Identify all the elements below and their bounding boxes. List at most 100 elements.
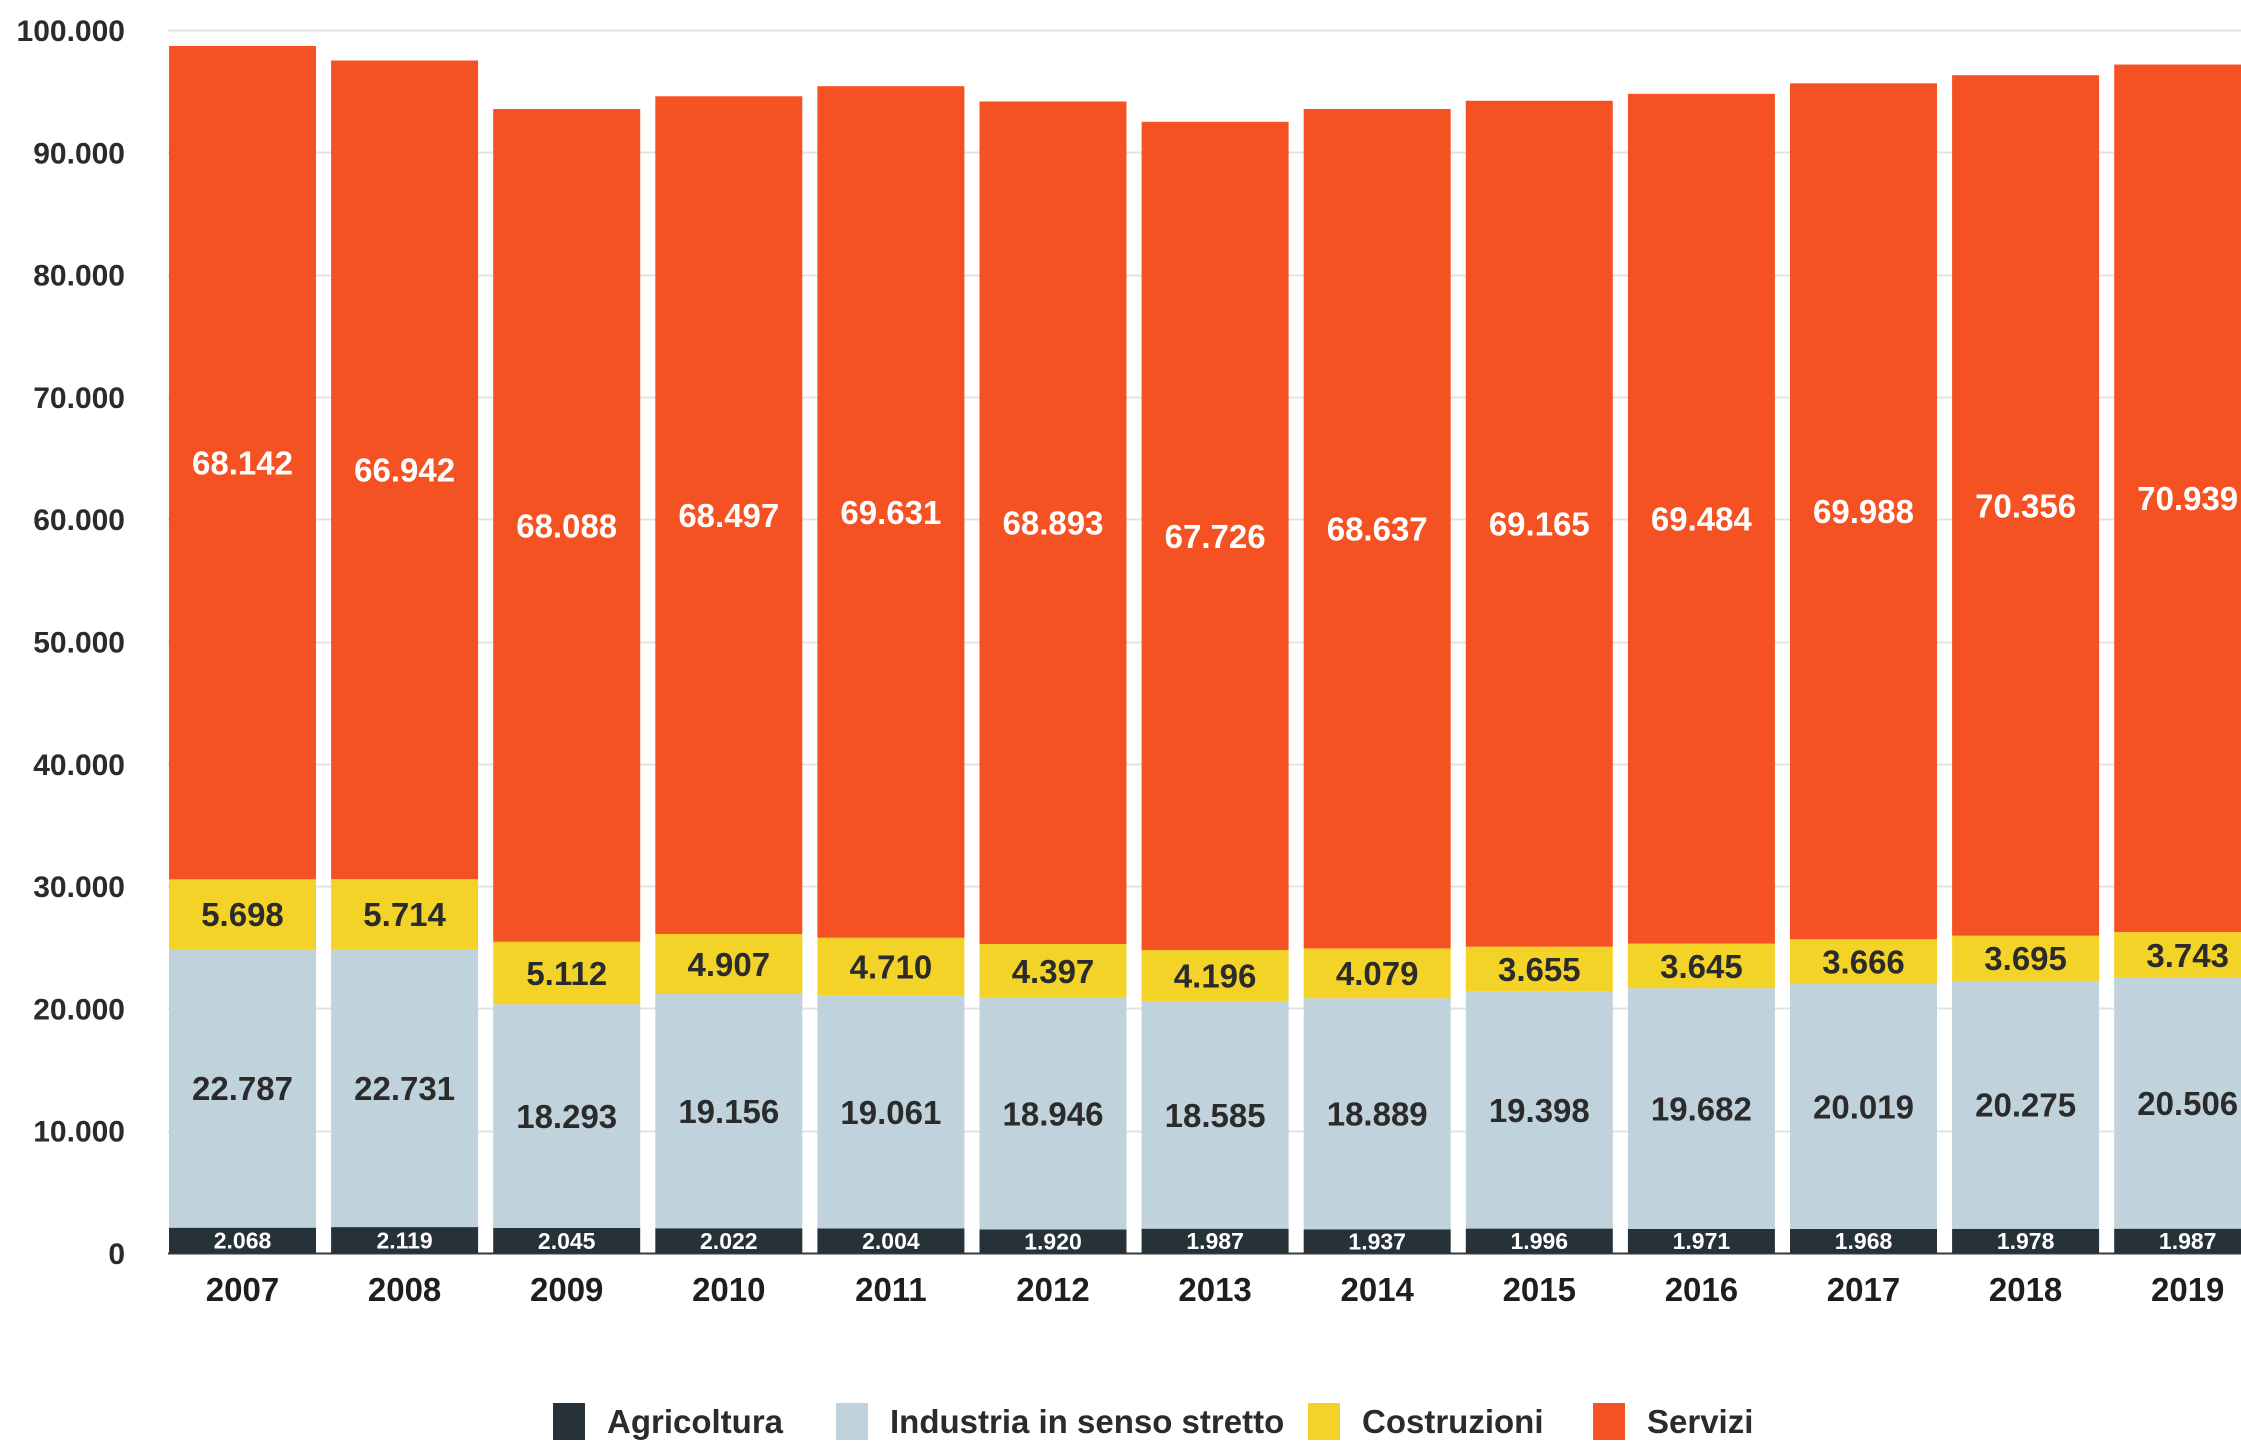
data-label: 1.996 xyxy=(1511,1228,1569,1254)
y-tick-label: 10.000 xyxy=(33,1116,125,1149)
bar-stack-2017: 1.968 20.019 3.666 69.988 xyxy=(1790,83,1937,1254)
data-label: 5.714 xyxy=(363,896,446,933)
data-label: 68.497 xyxy=(678,497,779,534)
data-label: 2.004 xyxy=(862,1228,920,1254)
data-label: 5.112 xyxy=(526,955,607,992)
data-label: 70.356 xyxy=(1975,487,2076,524)
data-label: 4.397 xyxy=(1012,953,1095,990)
x-tick-label: 2008 xyxy=(368,1271,441,1308)
data-label: 69.988 xyxy=(1813,493,1914,530)
bar-segment xyxy=(1465,991,1613,1229)
bar-stack-2012: 1.920 18.946 4.397 68.893 xyxy=(979,101,1127,1255)
y-tick-label: 20.000 xyxy=(33,993,125,1026)
bar-segment xyxy=(1141,1228,1289,1253)
y-tick-label: 70.000 xyxy=(33,382,125,415)
bar-segment xyxy=(655,1228,803,1253)
bar-segment xyxy=(655,933,803,994)
data-label: 4.710 xyxy=(850,948,933,985)
legend-item: Costruzioni xyxy=(1308,1403,1543,1440)
bar-segment xyxy=(1627,1228,1775,1253)
bar-segment xyxy=(493,109,641,942)
x-tick-label: 2019 xyxy=(2151,1271,2224,1308)
data-label: 1.971 xyxy=(1673,1228,1731,1254)
x-tick-label: 2009 xyxy=(530,1271,603,1308)
x-tick-label: 2015 xyxy=(1503,1271,1576,1308)
data-label: 22.787 xyxy=(192,1070,293,1107)
bar-segment xyxy=(169,1227,316,1253)
data-label: 1.987 xyxy=(2159,1228,2217,1254)
data-label: 66.942 xyxy=(354,452,455,489)
bar-segment xyxy=(1303,1229,1451,1253)
data-label: 19.682 xyxy=(1651,1090,1752,1127)
data-label: 5.698 xyxy=(201,896,284,933)
y-tick-label: 40.000 xyxy=(33,749,125,782)
legend-label: Agricoltura xyxy=(607,1402,784,1440)
bar-segment xyxy=(817,995,965,1229)
bar-segment xyxy=(169,45,316,880)
data-label: 1.978 xyxy=(1997,1228,2055,1254)
bar-segment xyxy=(1627,93,1775,944)
data-label: 3.645 xyxy=(1660,948,1743,985)
data-label: 68.142 xyxy=(192,445,293,482)
bar-segment xyxy=(1790,83,1937,940)
legend: Agricoltura Industria in senso stretto Cos… xyxy=(0,1403,2241,1440)
bar-stack-2010: 2.022 19.156 4.907 68.497 xyxy=(655,96,803,1254)
data-label: 1.987 xyxy=(1186,1228,1244,1254)
y-axis-tick-labels: 0 10.000 20.000 30.000 40.000 50.000 60.000 70.… xyxy=(17,15,125,1271)
y-tick-label: 60.000 xyxy=(33,504,125,537)
data-label: 1.920 xyxy=(1024,1229,1082,1255)
bar-segment xyxy=(2114,64,2241,933)
bar-segment xyxy=(1303,108,1451,949)
bar-stack-2008: 2.119 22.731 5.714 66.942 xyxy=(331,60,479,1253)
bar-stack-2014: 1.937 18.889 4.079 68.637 xyxy=(1303,108,1451,1254)
data-label: 4.196 xyxy=(1174,958,1257,995)
x-tick-label: 2011 xyxy=(855,1271,927,1308)
stacked-bar-chart: 0 10.000 20.000 30.000 40.000 50.000 60.000 70.… xyxy=(17,15,2241,1308)
bar-segment xyxy=(1465,1228,1613,1253)
bar-segment xyxy=(331,949,479,1228)
x-tick-label: 2013 xyxy=(1178,1271,1251,1308)
bar-stack-2016: 1.971 19.682 3.645 69.484 xyxy=(1627,93,1775,1254)
legend-swatch xyxy=(836,1403,868,1440)
bar-stack-2007: 2.068 22.787 5.698 68.142 xyxy=(169,45,316,1254)
bar-segment xyxy=(817,86,965,938)
bar-segment xyxy=(979,997,1127,1230)
legend-swatch xyxy=(1593,1403,1625,1440)
y-tick-label: 80.000 xyxy=(33,260,125,293)
x-axis-tick-labels: 2007 2008 2009 2010 2011 2012 2013 2014 2015 2016… xyxy=(206,1271,2225,1308)
bar-segment xyxy=(169,949,316,1228)
bar-segment xyxy=(655,96,803,934)
bar-segment xyxy=(1303,998,1451,1230)
data-label: 67.726 xyxy=(1165,518,1266,555)
bar-segment xyxy=(1465,946,1613,992)
data-label: 19.156 xyxy=(678,1093,779,1130)
legend-item: Agricoltura xyxy=(553,1403,783,1440)
bar-segment xyxy=(1141,121,1289,951)
data-label: 69.484 xyxy=(1651,501,1753,538)
data-label: 4.907 xyxy=(688,946,771,983)
legend-swatch xyxy=(1308,1403,1340,1440)
bar-segment xyxy=(1790,984,1937,1229)
bar-segment xyxy=(1952,75,2100,936)
data-label: 68.088 xyxy=(516,507,617,544)
bar-segment xyxy=(979,944,1127,998)
y-tick-label: 100.000 xyxy=(17,15,125,48)
data-label: 70.939 xyxy=(2137,480,2238,517)
bar-segment xyxy=(331,60,479,880)
x-tick-label: 2012 xyxy=(1016,1271,1089,1308)
bar-segment xyxy=(1952,1228,2100,1253)
y-tick-label: 30.000 xyxy=(33,871,125,904)
data-label: 1.968 xyxy=(1835,1228,1893,1254)
x-tick-label: 2007 xyxy=(206,1271,279,1308)
data-label: 3.695 xyxy=(1984,940,2067,977)
x-tick-label: 2010 xyxy=(692,1271,765,1308)
bar-segment xyxy=(493,941,641,1005)
data-label: 4.079 xyxy=(1336,955,1419,992)
data-label: 3.743 xyxy=(2146,937,2229,974)
bar-segment xyxy=(655,993,803,1229)
x-tick-label: 2014 xyxy=(1340,1271,1414,1308)
data-label: 68.893 xyxy=(1003,505,1104,542)
bar-segment xyxy=(979,101,1127,945)
data-label: 19.061 xyxy=(840,1094,941,1131)
data-label: 20.275 xyxy=(1975,1087,2076,1124)
